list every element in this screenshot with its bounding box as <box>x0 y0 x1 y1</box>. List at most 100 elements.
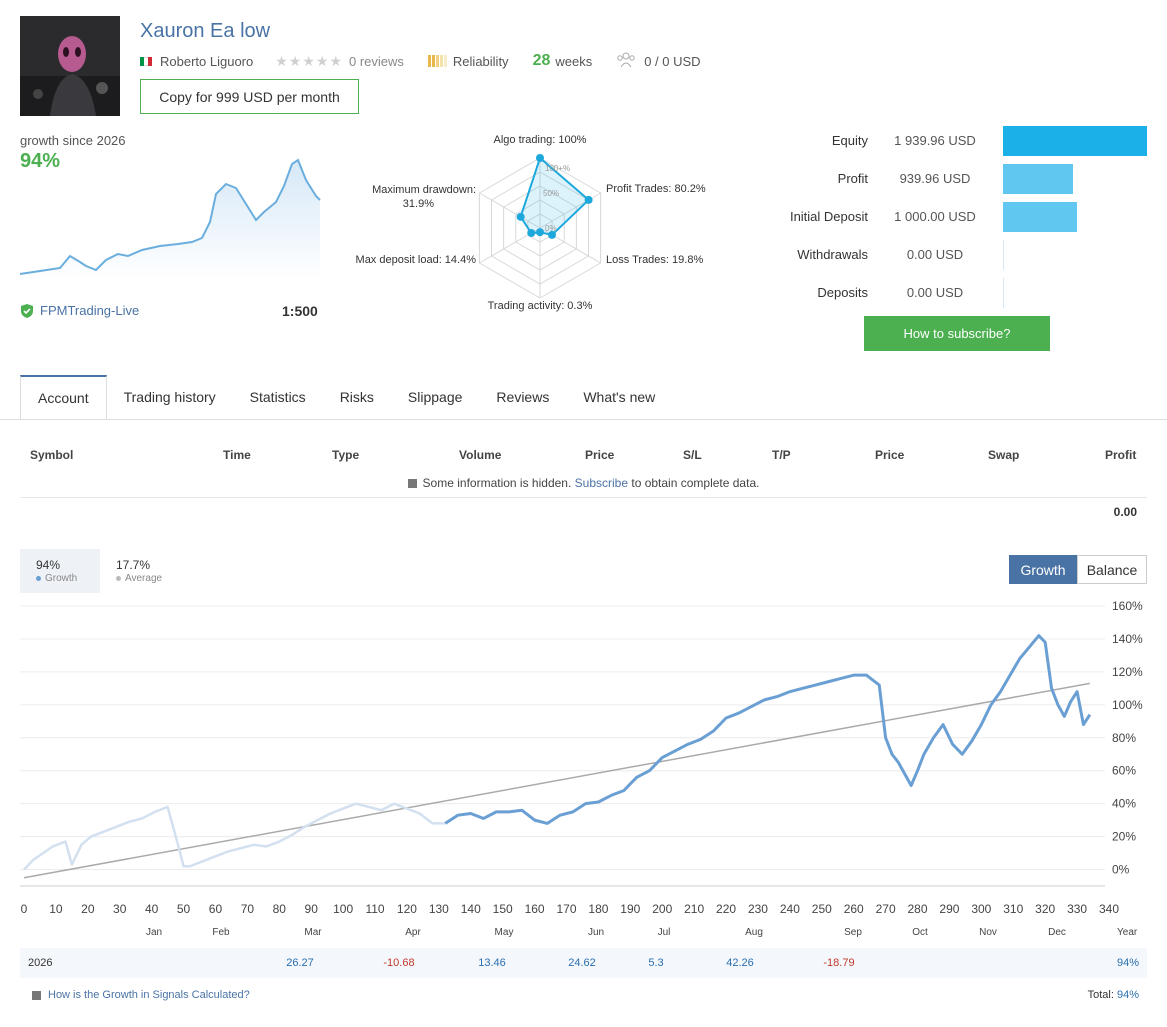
y-tick-label: 100% <box>1112 698 1143 712</box>
col-swap[interactable]: Swap <box>988 448 1020 462</box>
x-tick-label: 270 <box>876 902 896 916</box>
x-tick-label: 310 <box>1003 902 1023 916</box>
tab-slippage[interactable]: Slippage <box>407 389 463 405</box>
col-volume[interactable]: Volume <box>459 448 502 462</box>
col-price-open[interactable]: Price <box>585 448 615 462</box>
radar-scale-100: 100+% <box>545 164 570 173</box>
how-growth-link[interactable]: How is the Growth in Signals Calculated? <box>32 989 250 1001</box>
author-name[interactable]: Roberto Liguoro <box>160 53 254 69</box>
tab-bar: Account Trading history Statistics Risks… <box>20 375 672 419</box>
reliability-label: Reliability <box>452 53 509 69</box>
col-symbol[interactable]: Symbol <box>30 448 74 462</box>
toggle-balance-button[interactable]: Balance <box>1077 555 1147 584</box>
stat-value: 939.96 USD <box>899 171 971 186</box>
radar-scale-50: 50% <box>543 189 559 198</box>
x-tick-label: 70 <box>241 902 255 916</box>
x-tick-label: 330 <box>1067 902 1087 916</box>
x-tick-label: 140 <box>461 902 481 916</box>
x-tick-label: 170 <box>556 902 576 916</box>
col-price-close[interactable]: Price <box>875 448 905 462</box>
x-tick-label: 40 <box>145 902 159 916</box>
verified-shield-icon <box>21 303 33 318</box>
month-label: Dec <box>1048 927 1066 938</box>
weeks-value: 28 <box>532 52 551 69</box>
x-tick-label: 190 <box>620 902 640 916</box>
copy-button[interactable]: Copy for 999 USD per month <box>140 79 359 114</box>
stat-value: 0.00 USD <box>906 285 964 300</box>
x-tick-label: 0 <box>21 902 28 916</box>
growth-line <box>444 634 1092 825</box>
x-tick-label: 130 <box>429 902 449 916</box>
x-tick-label: 10 <box>49 902 63 916</box>
legend-growth[interactable] <box>20 549 100 593</box>
x-tick-label: 100 <box>333 902 353 916</box>
col-sl[interactable]: S/L <box>683 448 702 462</box>
radar-point-3 <box>536 228 544 237</box>
y-tick-label: 60% <box>1112 764 1136 778</box>
average-dot-icon <box>116 576 121 581</box>
tab-account[interactable]: Account <box>20 375 107 419</box>
tab-trading-history[interactable]: Trading history <box>123 389 216 405</box>
month-label: Mar <box>304 927 322 938</box>
mini-growth-line <box>20 158 321 275</box>
x-tick-label: 50 <box>177 902 191 916</box>
broker-link[interactable]: FPMTrading-Live <box>20 303 139 318</box>
x-tick-label: 150 <box>493 902 513 916</box>
radar-label-activity: Trading activity: 0.3% <box>487 300 593 312</box>
x-tick-label: 340 <box>1099 902 1119 916</box>
growth-since-label: growth since 2026 <box>20 133 126 148</box>
month-label: Jan <box>145 927 163 938</box>
legend-growth-label: Growth <box>36 573 77 584</box>
legend-average-value: 17.7% <box>116 558 151 572</box>
col-tp[interactable]: T/P <box>772 448 791 462</box>
avatar <box>20 16 120 116</box>
mini-growth-chart <box>20 158 321 280</box>
toggle-growth-button[interactable]: Growth <box>1009 555 1077 584</box>
table-divider <box>20 497 1147 498</box>
tab-risks[interactable]: Risks <box>339 389 374 405</box>
info-icon <box>32 990 41 1000</box>
year-row <box>20 948 1147 978</box>
col-type[interactable]: Type <box>332 448 360 462</box>
stat-bar <box>1003 278 1004 308</box>
tab-whats-new[interactable]: What's new <box>583 389 656 405</box>
y-tick-label: 140% <box>1112 632 1143 646</box>
broker-name[interactable]: FPMTrading-Live <box>40 303 140 318</box>
subscribe-link[interactable]: Subscribe <box>574 476 629 490</box>
month-label: Aug <box>745 927 763 938</box>
radar-label-loss: Loss Trades: 19.8% <box>606 254 704 266</box>
tab-statistics[interactable]: Statistics <box>249 389 306 405</box>
hidden-info-note: Some information is hidden. Subscribe to… <box>0 476 1167 490</box>
signal-title[interactable]: Xauron Ea low <box>140 20 271 42</box>
col-profit[interactable]: Profit <box>1105 448 1137 462</box>
tab-reviews[interactable]: Reviews <box>496 389 550 405</box>
radar-axis <box>479 192 541 229</box>
month-label: Feb <box>212 927 230 938</box>
radar-label-load: Max deposit load: 14.4% <box>355 254 476 266</box>
monthly-growth-value: 42.26 <box>726 957 754 969</box>
stat-value: 1 939.96 USD <box>894 133 976 148</box>
stat-bar <box>1003 240 1004 270</box>
x-tick-label: 180 <box>588 902 608 916</box>
x-tick-label: 20 <box>81 902 95 916</box>
subscribers-icon <box>616 52 636 71</box>
stat-bar <box>1003 126 1147 156</box>
average-line <box>23 682 1090 879</box>
x-tick-label: 60 <box>209 902 223 916</box>
stat-label: Withdrawals <box>797 247 868 262</box>
year-column-label: Year <box>1117 927 1138 938</box>
monthly-growth-value: 5.3 <box>648 957 664 969</box>
month-label: Sep <box>844 927 862 938</box>
col-time[interactable]: Time <box>223 448 251 462</box>
subscribe-button[interactable]: How to subscribe? <box>864 316 1050 351</box>
radar-point-0 <box>536 154 544 162</box>
y-tick-label: 80% <box>1112 731 1136 745</box>
year-total: 94% <box>1116 957 1139 969</box>
reliability-icon <box>427 55 447 67</box>
reviews-count[interactable]: 0 reviews <box>349 53 404 69</box>
radar-label-profit: Profit Trades: 80.2% <box>606 183 706 195</box>
x-tick-label: 240 <box>780 902 800 916</box>
stat-label: Equity <box>831 133 868 148</box>
x-tick-label: 80 <box>273 902 287 916</box>
stat-label: Initial Deposit <box>789 209 868 224</box>
